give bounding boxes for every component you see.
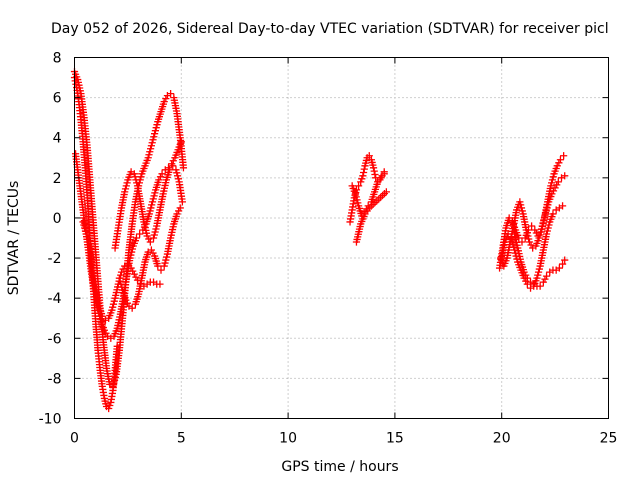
data-point xyxy=(556,156,565,164)
data-points xyxy=(70,67,569,413)
data-point xyxy=(98,312,106,320)
y-tick-label: 0 xyxy=(53,211,62,227)
y-tick-label: -4 xyxy=(48,291,62,307)
data-point xyxy=(354,182,363,190)
data-point xyxy=(169,162,177,170)
data-point xyxy=(555,264,563,272)
data-point-interp xyxy=(371,170,379,179)
data-point xyxy=(382,188,390,196)
data-point xyxy=(132,234,141,242)
data-point xyxy=(528,222,536,230)
data-point xyxy=(124,260,132,268)
data-point xyxy=(176,204,184,212)
data-point xyxy=(178,198,186,206)
x-tick-label: 25 xyxy=(600,431,618,447)
data-point xyxy=(154,262,162,270)
data-point xyxy=(542,272,551,280)
x-tick-label: 20 xyxy=(493,431,511,447)
data-point xyxy=(359,172,367,180)
y-tick-label: -8 xyxy=(48,371,62,387)
y-tick-label: -2 xyxy=(48,251,62,267)
data-point xyxy=(157,266,165,274)
data-point xyxy=(136,230,144,238)
data-point xyxy=(177,138,185,146)
data-point xyxy=(156,280,164,288)
x-tick-label: 5 xyxy=(177,431,186,447)
data-point xyxy=(179,164,188,172)
data-point xyxy=(549,210,557,218)
data-point xyxy=(554,178,562,186)
y-axis-label: SDTVAR / TECUs xyxy=(6,181,22,296)
data-point-interp xyxy=(72,80,80,88)
x-tick-label: 0 xyxy=(70,431,79,447)
data-point xyxy=(560,152,568,160)
y-tick-label: 6 xyxy=(53,91,62,107)
data-point xyxy=(536,282,544,290)
x-axis-label: GPS time / hours xyxy=(281,459,398,475)
data-point xyxy=(165,166,174,174)
data-point xyxy=(128,304,136,312)
data-point-interp xyxy=(360,165,368,173)
data-point xyxy=(133,276,142,284)
x-tick-label: 15 xyxy=(386,431,404,447)
y-tick-label: -10 xyxy=(39,412,62,428)
data-point-interp xyxy=(71,77,79,85)
data-point xyxy=(146,238,154,246)
axis-ticks xyxy=(74,57,609,419)
tick-labels: 0 5 10 15 20 25 -10 -8 -6 -4 -2 0 2 4 6 8 xyxy=(39,51,618,447)
data-point xyxy=(558,202,567,210)
plot-frame xyxy=(74,57,609,419)
chart-title: Day 052 of 2026, Sidereal Day-to-day VTE… xyxy=(51,21,609,37)
data-point xyxy=(377,174,385,182)
data-point xyxy=(561,172,569,180)
data-point-interp xyxy=(359,168,368,177)
y-tick-label: -6 xyxy=(48,331,62,347)
data-point xyxy=(374,178,382,186)
data-point xyxy=(504,230,512,238)
data-point xyxy=(369,164,378,172)
data-point xyxy=(523,274,531,282)
data-point xyxy=(113,342,121,350)
data-point-interp xyxy=(370,167,378,175)
y-tick-label: 8 xyxy=(53,51,62,67)
x-tick-label: 10 xyxy=(279,431,297,447)
y-tick-label: 4 xyxy=(53,131,62,147)
data-point xyxy=(558,260,567,268)
y-tick-label: 2 xyxy=(53,171,62,187)
data-point xyxy=(380,170,388,178)
data-point xyxy=(167,90,175,98)
data-point xyxy=(365,152,373,160)
data-point xyxy=(158,170,166,178)
data-point xyxy=(561,256,569,264)
